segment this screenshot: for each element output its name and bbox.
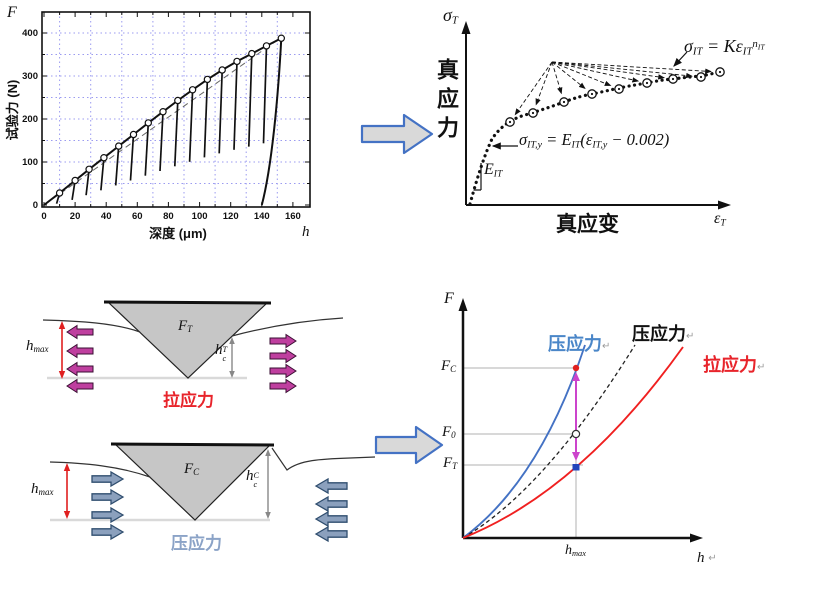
compressive-stress-arrows-left — [91, 470, 125, 541]
y-tick-label: 200 — [22, 114, 38, 125]
surface-profile-right — [271, 447, 376, 471]
load-depth-x-title: 深度 (μm) — [149, 226, 207, 241]
f0-point-marker — [571, 429, 581, 439]
fit-dashed-line — [43, 36, 283, 206]
x-tick-labels: 0 20 40 60 80 100 120 140 160 — [41, 211, 300, 222]
indentation-modulus-label: EIT — [484, 161, 503, 180]
tensile-caption: 拉应力 — [163, 391, 214, 410]
indenter-top-edge — [103, 300, 272, 305]
hmax-axis-label: hmax — [565, 543, 586, 558]
power-law-pointer-arrow — [673, 51, 688, 67]
block-arrow-right-icon — [360, 113, 434, 155]
true-strain-axis-title: 真应变 — [556, 213, 619, 236]
stress-strain-plot — [461, 21, 731, 210]
compressive-curve-label-black: 压应力↵ — [632, 324, 695, 344]
hc-dimension-arrow — [229, 337, 235, 378]
compressive-hmax-label: hmax — [31, 481, 54, 498]
y-tick-label: 0 — [33, 200, 38, 211]
fc-point-marker — [572, 364, 580, 372]
surface-profile-left — [49, 461, 151, 478]
reference-curve-dashed — [462, 344, 636, 539]
force-difference-arrow — [572, 372, 580, 461]
fc-axis-label: FC — [441, 358, 457, 375]
axes — [465, 32, 720, 206]
y-tick-label: 300 — [22, 71, 38, 82]
modulus-slope-triangle — [473, 163, 482, 191]
fh-comparison-plot — [458, 298, 703, 543]
x-axis-arrowhead — [718, 200, 731, 210]
y-tick-labels: 0 100 200 300 400 — [22, 28, 38, 211]
guide-lines — [463, 367, 583, 538]
load-depth-chart: 0 100 200 300 400 0 20 40 60 80 100 120 … — [22, 11, 311, 222]
yield-equation: σIT,y = EIT(εIT,y − 0.002) — [519, 130, 670, 151]
flow-arrow-top — [360, 113, 434, 155]
x-tick-label: 140 — [254, 211, 270, 222]
f0-axis-label: F0 — [442, 424, 456, 441]
y-tick-label: 400 — [22, 28, 38, 39]
fh-f-axis-letter: F — [444, 290, 454, 307]
epsilon-t-axis-label: εT — [714, 210, 726, 229]
identification-dashed-arrows — [514, 61, 712, 116]
x-tick-label: 80 — [163, 211, 174, 222]
tensile-stress-arrows-left — [66, 324, 94, 394]
tensile-hmax-label: hmax — [26, 338, 49, 355]
tick-marks — [42, 12, 310, 207]
grid-lines — [42, 12, 310, 207]
ft-point-marker — [572, 464, 580, 471]
stress-strain-dotted-curve — [468, 68, 728, 206]
compressive-curve-label-blue: 压应力↵ — [548, 334, 611, 354]
y-tick-label: 100 — [22, 157, 38, 168]
compressive-caption: 压应力 — [171, 534, 222, 553]
load-depth-f-axis-letter: F — [7, 4, 17, 21]
curve-point-markers — [505, 67, 725, 127]
cycle-peak-markers — [55, 34, 285, 197]
tensile-force-label: FT — [178, 318, 193, 335]
surface-profile-right — [231, 317, 344, 337]
plot-border — [41, 11, 311, 208]
ft-axis-label: FT — [443, 455, 458, 472]
y-axis-arrowhead — [458, 298, 468, 311]
sigma-t-axis-label: σT — [443, 5, 458, 27]
x-tick-label: 60 — [132, 211, 143, 222]
final-unload-curve — [260, 38, 283, 206]
axes — [461, 309, 692, 540]
unload-reload-cycles — [55, 45, 268, 204]
x-tick-label: 100 — [192, 211, 208, 222]
residual-stress-schematics — [42, 300, 376, 543]
block-arrow-right-icon — [374, 425, 444, 465]
load-depth-y-title: 试验力 (N) — [5, 79, 20, 141]
load-depth-h-axis-letter: h — [302, 224, 310, 240]
power-law-equation: σIT = KεITnIT — [684, 36, 765, 58]
hmax-dimension-arrow — [63, 463, 71, 519]
tensile-stress-arrows-right — [269, 333, 297, 394]
compressive-force-label: FC — [184, 461, 200, 478]
x-axis-arrowhead — [690, 533, 703, 543]
surface-profile-left — [42, 319, 141, 333]
tensile-schematic — [42, 300, 344, 394]
true-stress-axis-title: 真应力 — [434, 58, 459, 145]
compressive-schematic — [49, 442, 376, 543]
x-tick-label: 160 — [285, 211, 301, 222]
x-tick-label: 120 — [223, 211, 239, 222]
y-axis-arrowhead — [461, 21, 471, 34]
compressive-curve-blue — [462, 344, 586, 539]
x-tick-label: 0 — [41, 211, 46, 222]
x-tick-label: 40 — [101, 211, 112, 222]
flow-arrow-bottom — [374, 425, 444, 465]
hc-dimension-arrow — [265, 449, 271, 519]
x-tick-label: 20 — [70, 211, 81, 222]
fh-h-axis-letter: h ↵ — [697, 550, 717, 566]
tensile-curve-label-red: 拉应力↵ — [703, 355, 766, 375]
indenter-triangle — [106, 301, 269, 379]
indenter-top-edge — [110, 442, 275, 447]
compressive-stress-arrows-right — [314, 477, 348, 543]
hmax-dimension-arrow — [58, 321, 66, 379]
